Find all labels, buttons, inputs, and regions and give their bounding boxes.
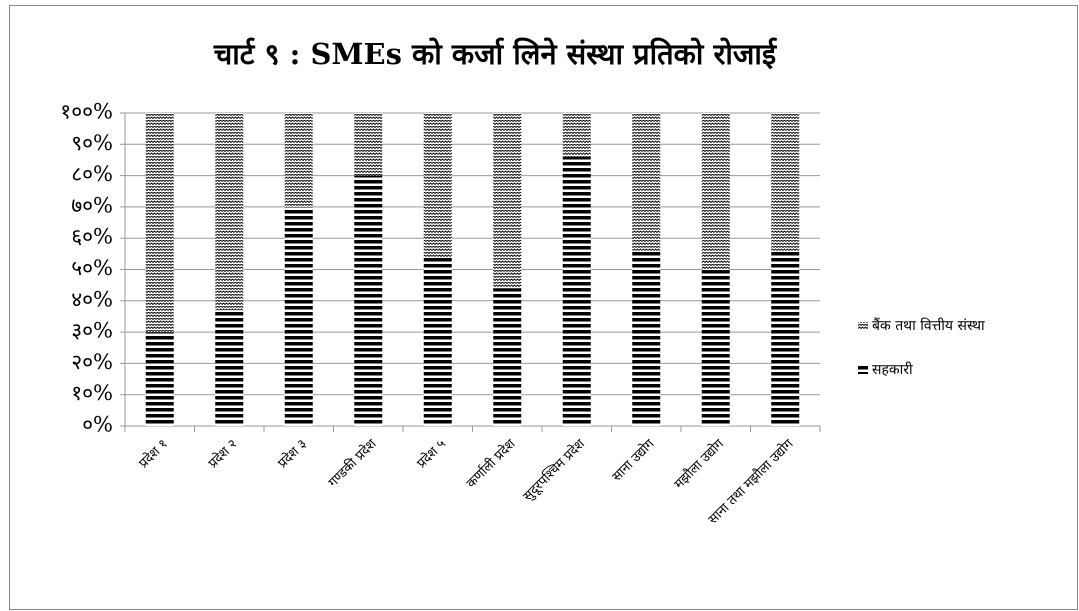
y-tick-label: ६०% bbox=[71, 225, 113, 249]
y-tick-label: ३०% bbox=[71, 319, 113, 343]
bar-segment bbox=[632, 113, 661, 251]
bar-segment bbox=[771, 113, 800, 251]
bar-segment bbox=[284, 113, 313, 207]
bar-segment bbox=[493, 288, 522, 426]
bar-segment bbox=[423, 256, 452, 426]
chart-frame bbox=[9, 5, 1078, 610]
bar-segment bbox=[632, 250, 661, 426]
bar-segment bbox=[215, 113, 244, 311]
bar-segment bbox=[771, 250, 800, 426]
bar-segment bbox=[493, 113, 522, 289]
y-tick-label: ९०% bbox=[71, 131, 113, 155]
legend-swatch bbox=[858, 366, 868, 374]
bar-segment bbox=[354, 113, 383, 176]
y-tick-label: ४०% bbox=[71, 287, 113, 311]
bar-segment bbox=[562, 113, 591, 157]
y-tick-label: ५०% bbox=[71, 256, 113, 280]
bar-segment bbox=[562, 156, 591, 426]
bar-segment bbox=[354, 175, 383, 426]
bar-segment bbox=[145, 113, 174, 333]
y-tick-label: ८०% bbox=[71, 162, 113, 186]
bar-segment bbox=[284, 206, 313, 426]
bar-segment bbox=[215, 310, 244, 426]
y-tick-label: १००% bbox=[60, 100, 113, 124]
y-tick-label: २०% bbox=[71, 350, 113, 374]
y-tick-label: १०% bbox=[71, 381, 113, 405]
legend-label: बैंक तथा वित्तीय संस्था bbox=[872, 317, 985, 334]
legend-label: सहकारी bbox=[872, 361, 913, 378]
bar-segment bbox=[145, 332, 174, 426]
y-tick-label: ०% bbox=[82, 413, 113, 437]
y-tick-label: ७०% bbox=[71, 193, 113, 217]
bar-segment bbox=[423, 113, 452, 257]
legend-swatch bbox=[858, 322, 868, 330]
bar-segment bbox=[701, 269, 730, 426]
chart-title: चार्ट ९ : SMEs को कर्जा लिने संस्था प्रत… bbox=[213, 37, 778, 71]
bar-segment bbox=[701, 113, 730, 270]
